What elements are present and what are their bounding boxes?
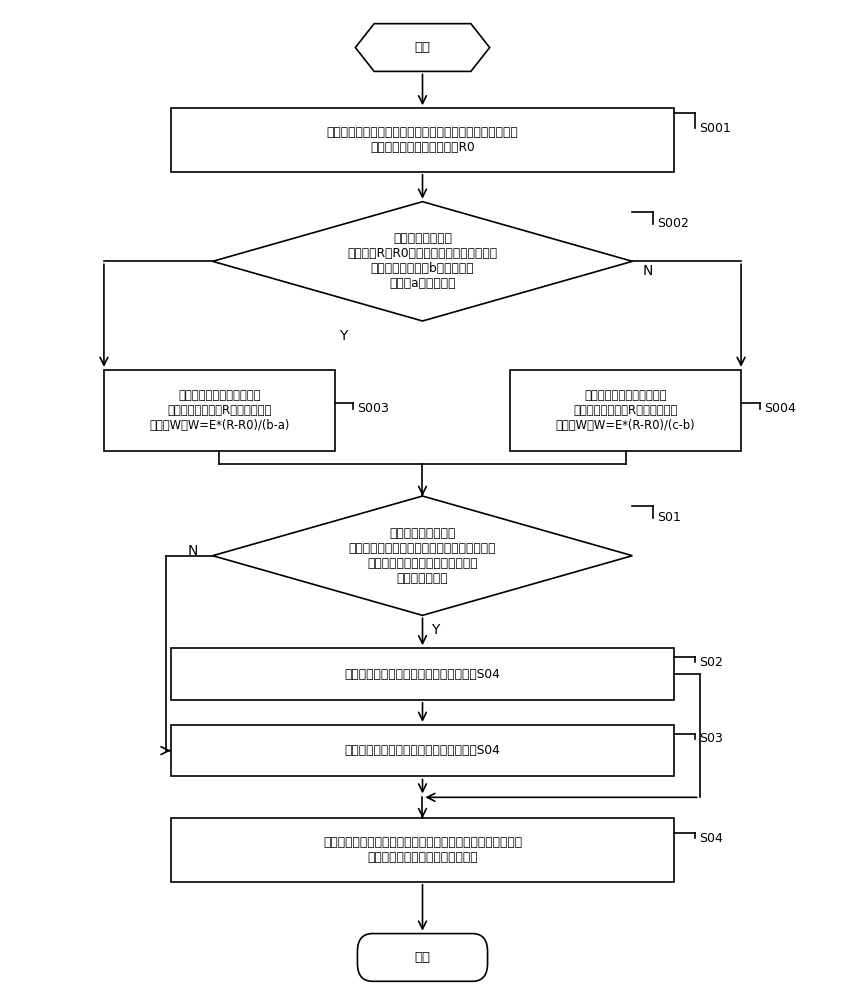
- FancyBboxPatch shape: [104, 370, 334, 451]
- Text: S001: S001: [699, 122, 731, 135]
- Text: S002: S002: [657, 217, 689, 230]
- Text: S003: S003: [357, 402, 389, 415]
- FancyBboxPatch shape: [170, 725, 674, 776]
- FancyBboxPatch shape: [357, 934, 487, 981]
- Text: 将所述当次的重量值进行显示，转入步骤S04: 将所述当次的重量值进行显示，转入步骤S04: [344, 668, 500, 681]
- Text: 通过以下计算公式获取所述
加热食物的感应值R所对应的实际
重量值W；W=E*(R-R0)/(b-a): 通过以下计算公式获取所述 加热食物的感应值R所对应的实际 重量值W；W=E*(R…: [149, 389, 289, 432]
- Text: N: N: [187, 544, 197, 558]
- Text: 根据接收到的煮食指令、食物类别指令以及所述加热食物的重
量，计算所述加热食物的加热时间: 根据接收到的煮食指令、食物类别指令以及所述加热食物的重 量，计算所述加热食物的加…: [322, 836, 522, 864]
- Text: S02: S02: [699, 656, 722, 669]
- Polygon shape: [213, 202, 631, 321]
- Text: Y: Y: [430, 623, 439, 637]
- Polygon shape: [213, 496, 631, 615]
- Text: 结束: 结束: [414, 951, 430, 964]
- Text: 当加热食物重量发生
变化时，判断加热食物当次的重量与前一次重
量的差值的绝对值是否大于或等于
预设重量干扰值: 当加热食物重量发生 变化时，判断加热食物当次的重量与前一次重 量的差值的绝对值是…: [349, 527, 495, 585]
- Text: 将微波炉的零点量程重量值作为初始重量显示值，获取初始
重量显示值所对应的感应值R0: 将微波炉的零点量程重量值作为初始重量显示值，获取初始 重量显示值所对应的感应值R…: [327, 126, 517, 154]
- Text: 判断所述加热食物
的感应值R与R0之间的差值是否小于或等于
中间点感应校准值b与零点感应
校准值a之间的差值: 判断所述加热食物 的感应值R与R0之间的差值是否小于或等于 中间点感应校准值b与…: [347, 232, 497, 290]
- FancyBboxPatch shape: [170, 108, 674, 172]
- Text: S04: S04: [699, 832, 722, 845]
- Polygon shape: [355, 24, 489, 71]
- Text: S03: S03: [699, 732, 722, 745]
- Text: 将所述前一次重量值进行显示，转入步骤S04: 将所述前一次重量值进行显示，转入步骤S04: [344, 744, 500, 757]
- Text: 开始: 开始: [414, 41, 430, 54]
- Text: Y: Y: [338, 329, 347, 343]
- FancyBboxPatch shape: [170, 648, 674, 700]
- Text: S01: S01: [657, 511, 680, 524]
- Text: 通过以下计算公式获取所述
加热食物的感应值R所对应的实际
重量值W；W=E*(R-R0)/(c-b): 通过以下计算公式获取所述 加热食物的感应值R所对应的实际 重量值W；W=E*(R…: [555, 389, 695, 432]
- Text: N: N: [641, 264, 652, 278]
- FancyBboxPatch shape: [170, 818, 674, 882]
- FancyBboxPatch shape: [510, 370, 740, 451]
- Text: S004: S004: [763, 402, 795, 415]
